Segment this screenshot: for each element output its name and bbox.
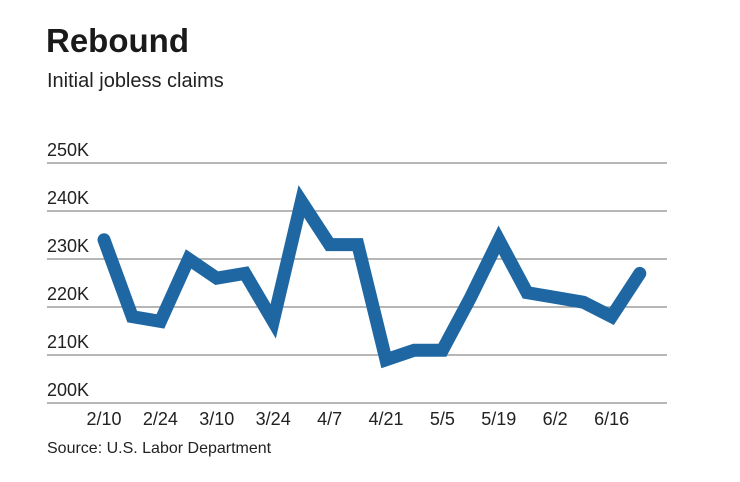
x-tick-label: 4/21 [368, 409, 403, 429]
source-note: Source: U.S. Labor Department [47, 440, 272, 457]
series-line [97, 185, 647, 369]
chart-subtitle: Initial jobless claims [47, 70, 224, 92]
x-tick-label: 6/2 [543, 409, 568, 429]
y-tick-label: 230K [47, 236, 89, 256]
x-tick-label: 3/24 [256, 409, 291, 429]
y-tick-label: 200K [47, 380, 89, 400]
y-tick-label: 240K [47, 188, 89, 208]
x-tick-label: 4/7 [317, 409, 342, 429]
y-tick-label: 210K [47, 332, 89, 352]
x-tick-label: 5/5 [430, 409, 455, 429]
x-tick-label: 6/16 [594, 409, 629, 429]
y-tick-label: 220K [47, 284, 89, 304]
x-tick-label: 3/10 [199, 409, 234, 429]
x-tick-label: 2/24 [143, 409, 178, 429]
y-tick-label: 250K [47, 140, 89, 160]
chart-title: Rebound [46, 22, 189, 59]
x-tick-label: 5/19 [481, 409, 516, 429]
x-tick-label: 2/10 [86, 409, 121, 429]
